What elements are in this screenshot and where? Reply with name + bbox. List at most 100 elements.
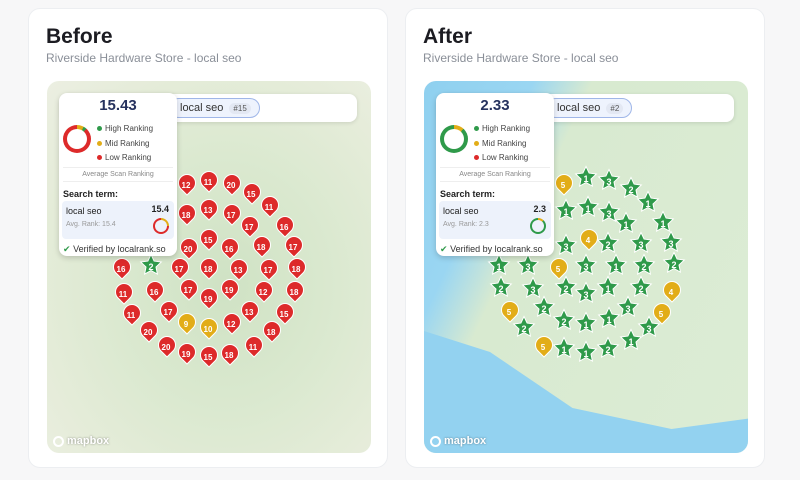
rank-marker-high[interactable]: 2 xyxy=(552,308,576,331)
rank-marker-high[interactable]: 1 xyxy=(574,165,598,188)
rank-marker-low[interactable]: 16 xyxy=(274,214,294,236)
rank-marker-low[interactable]: 15 xyxy=(198,344,218,366)
rank-marker-high[interactable]: 3 xyxy=(629,231,653,254)
rank-marker-low[interactable]: 18 xyxy=(284,279,304,301)
rank-marker-low[interactable]: 11 xyxy=(243,334,263,356)
verified-badge: ✔ Verified by localrank.so xyxy=(63,244,166,254)
rank-marker-high[interactable]: 1 xyxy=(574,340,598,363)
rank-marker-high[interactable]: 2 xyxy=(554,275,578,298)
rank-marker-high[interactable]: 3 xyxy=(616,295,640,318)
rank-marker-low[interactable]: 11 xyxy=(121,302,141,324)
rank-map[interactable]: local seo #15 12 11 20 15 11 18 13 17 17 16 20 15 16 1… xyxy=(47,81,371,453)
rank-marker-low[interactable]: 17 xyxy=(258,257,278,279)
rank-marker-high[interactable]: 3 xyxy=(574,281,598,304)
rank-marker-low[interactable]: 15 xyxy=(198,227,218,249)
rank-marker-high[interactable]: 2 xyxy=(632,253,656,276)
rank-marker-high[interactable]: 2 xyxy=(532,295,556,318)
search-term-pill[interactable]: local seo #2 xyxy=(546,98,633,118)
rank-marker-low[interactable]: 15 xyxy=(241,181,261,203)
rank-marker-low[interactable]: 19 xyxy=(176,341,196,363)
rank-marker-low[interactable]: 16 xyxy=(219,236,239,258)
rank-marker-high[interactable]: 2 xyxy=(489,275,513,298)
rank-marker-low[interactable]: 18 xyxy=(198,256,218,278)
rank-marker-low[interactable]: 12 xyxy=(221,311,241,333)
rank-marker-high[interactable]: 1 xyxy=(636,190,660,213)
mapbox-logo[interactable]: mapbox xyxy=(430,435,486,447)
rank-marker-high[interactable]: 1 xyxy=(554,198,578,221)
rank-marker-high[interactable]: 1 xyxy=(614,211,638,234)
rank-marker-mid[interactable]: 10 xyxy=(198,316,218,338)
star-icon xyxy=(596,275,620,298)
rank-marker-high[interactable]: 3 xyxy=(597,168,621,191)
rank-marker-low[interactable]: 18 xyxy=(219,342,239,364)
rank-marker-low[interactable]: 20 xyxy=(178,236,198,258)
rank-marker-high[interactable]: 1 xyxy=(604,253,628,276)
rank-marker-low[interactable]: 17 xyxy=(178,277,198,299)
search-term-item[interactable]: local seo Avg. Rank: 2.3 2.3 xyxy=(439,201,551,239)
rank-marker-mid[interactable]: 9 xyxy=(176,311,196,333)
rank-marker-high[interactable]: 1 xyxy=(596,275,620,298)
rank-marker-low[interactable]: 17 xyxy=(158,299,178,321)
rank-marker-high[interactable]: 1 xyxy=(574,311,598,334)
rank-marker-high[interactable]: 3 xyxy=(637,315,661,338)
rank-marker-low[interactable]: 20 xyxy=(221,172,241,194)
rank-marker-low[interactable]: 19 xyxy=(219,277,239,299)
rank-value: 18 xyxy=(289,288,299,297)
search-term-item[interactable]: local seo Avg. Rank: 15.4 15.4 xyxy=(62,201,174,239)
rank-marker-low[interactable]: 16 xyxy=(144,279,164,301)
rank-marker-low[interactable]: 20 xyxy=(138,319,158,341)
rank-marker-mid[interactable]: 4 xyxy=(661,279,681,301)
pill-label: local seo xyxy=(180,102,224,114)
rank-marker-high[interactable]: 2 xyxy=(139,253,163,276)
rank-marker-high[interactable]: 1 xyxy=(576,195,600,218)
rank-marker-low[interactable]: 11 xyxy=(113,281,133,303)
rank-marker-low[interactable]: 13 xyxy=(239,299,259,321)
rank-marker-low[interactable]: 13 xyxy=(198,197,218,219)
rank-marker-mid[interactable]: 5 xyxy=(548,256,568,278)
rank-marker-low[interactable]: 13 xyxy=(228,257,248,279)
rank-marker-mid[interactable]: 5 xyxy=(533,334,553,356)
rank-marker-low[interactable]: 18 xyxy=(176,202,196,224)
rank-marker-high[interactable]: 1 xyxy=(597,306,621,329)
rank-marker-low[interactable]: 15 xyxy=(274,301,294,323)
rank-marker-high[interactable]: 1 xyxy=(651,210,675,233)
rank-marker-high[interactable]: 3 xyxy=(659,230,683,253)
rank-marker-high[interactable]: 1 xyxy=(619,328,643,351)
rank-value: 13 xyxy=(244,308,254,317)
rank-marker-low[interactable]: 18 xyxy=(251,234,271,256)
rank-marker-low[interactable]: 20 xyxy=(156,334,176,356)
rank-marker-high[interactable]: 1 xyxy=(487,253,511,276)
rank-marker-low[interactable]: 12 xyxy=(176,172,196,194)
rank-marker-high[interactable]: 3 xyxy=(574,253,598,276)
rank-marker-low[interactable]: 18 xyxy=(286,256,306,278)
rank-marker-mid[interactable]: 4 xyxy=(578,227,598,249)
rank-marker-low[interactable]: 11 xyxy=(259,194,279,216)
rank-marker-low[interactable]: 17 xyxy=(169,256,189,278)
rank-marker-high[interactable]: 3 xyxy=(516,253,540,276)
rank-marker-mid[interactable]: 5 xyxy=(651,301,671,323)
rank-marker-high[interactable]: 3 xyxy=(597,200,621,223)
rank-marker-low[interactable]: 16 xyxy=(111,256,131,278)
rank-marker-high[interactable]: 2 xyxy=(512,315,536,338)
search-term-pill[interactable]: local seo #15 xyxy=(169,98,260,118)
rank-marker-high[interactable]: 2 xyxy=(596,336,620,359)
rank-marker-low[interactable]: 17 xyxy=(221,202,241,224)
rank-marker-high[interactable]: 2 xyxy=(596,231,620,254)
rank-marker-low[interactable]: 19 xyxy=(198,286,218,308)
rank-marker-high[interactable]: 1 xyxy=(552,336,576,359)
rank-marker-high[interactable]: 2 xyxy=(662,251,686,274)
rank-marker-low[interactable]: 18 xyxy=(261,319,281,341)
rank-marker-low[interactable]: 12 xyxy=(253,279,273,301)
rank-marker-high[interactable]: 2 xyxy=(619,176,643,199)
rank-value: 12 xyxy=(226,320,236,329)
rank-marker-low[interactable]: 11 xyxy=(198,169,218,191)
rank-marker-high[interactable]: 2 xyxy=(629,275,653,298)
rank-marker-mid[interactable]: 5 xyxy=(499,299,519,321)
rank-marker-high[interactable]: 3 xyxy=(521,276,545,299)
rank-marker-low[interactable]: 17 xyxy=(239,214,259,236)
rank-marker-mid[interactable]: 5 xyxy=(553,172,573,194)
rank-marker-high[interactable]: 3 xyxy=(554,233,578,256)
rank-marker-low[interactable]: 17 xyxy=(283,234,303,256)
mapbox-logo[interactable]: mapbox xyxy=(53,435,109,447)
